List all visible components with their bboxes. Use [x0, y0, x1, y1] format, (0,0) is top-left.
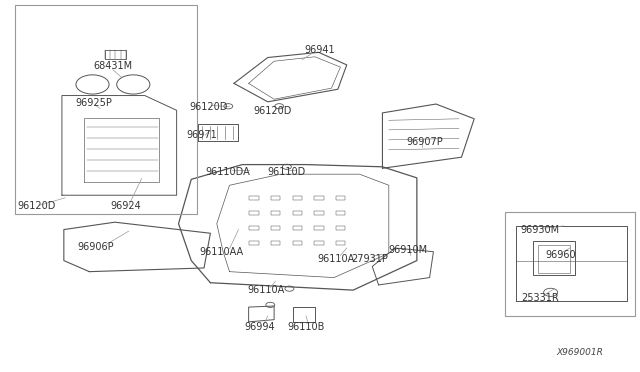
Text: 96110B: 96110B [287, 322, 324, 332]
Bar [292, 241, 302, 245]
Bar [534, 241, 575, 275]
Bar [336, 226, 346, 230]
Bar [249, 196, 259, 201]
Text: 96971: 96971 [187, 130, 218, 140]
Text: 96925P: 96925P [76, 98, 112, 108]
Text: 96960: 96960 [545, 250, 576, 260]
Bar [249, 211, 259, 215]
Text: 96906P: 96906P [77, 242, 114, 252]
Bar [249, 241, 259, 245]
Text: 96110A: 96110A [317, 254, 355, 264]
Bar [292, 226, 302, 230]
Bar [314, 241, 324, 245]
Bar [336, 196, 346, 201]
Text: 96910M: 96910M [388, 244, 428, 254]
Text: 96120D: 96120D [17, 201, 56, 211]
Text: 27931P: 27931P [351, 254, 388, 264]
Bar [249, 226, 259, 230]
Bar [336, 211, 346, 215]
Bar [336, 241, 346, 245]
Bar [314, 226, 324, 230]
Text: 96120D: 96120D [189, 102, 228, 112]
Text: 96110DA: 96110DA [205, 167, 250, 177]
Text: 96994: 96994 [244, 322, 275, 332]
Text: 96110D: 96110D [268, 167, 306, 177]
Bar [292, 211, 302, 215]
Bar [15, 5, 197, 214]
Bar [292, 196, 302, 201]
Bar [505, 212, 636, 316]
Bar [104, 51, 126, 59]
Text: 96941: 96941 [305, 45, 335, 55]
Text: 96120D: 96120D [253, 106, 291, 116]
Bar [314, 211, 324, 215]
Bar [271, 226, 280, 230]
Text: 96907P: 96907P [407, 137, 444, 147]
Text: 96930M: 96930M [520, 225, 559, 235]
Bar [271, 241, 280, 245]
Text: 68431M: 68431M [93, 61, 132, 71]
Text: 96110AA: 96110AA [199, 247, 243, 257]
Text: 25331R: 25331R [521, 292, 559, 302]
Bar [271, 211, 280, 215]
Bar [314, 196, 324, 201]
Text: X969001R: X969001R [557, 347, 604, 357]
Bar [271, 196, 280, 201]
Text: 96110A: 96110A [247, 285, 284, 295]
Bar [538, 245, 570, 273]
Text: 96924: 96924 [110, 201, 141, 211]
